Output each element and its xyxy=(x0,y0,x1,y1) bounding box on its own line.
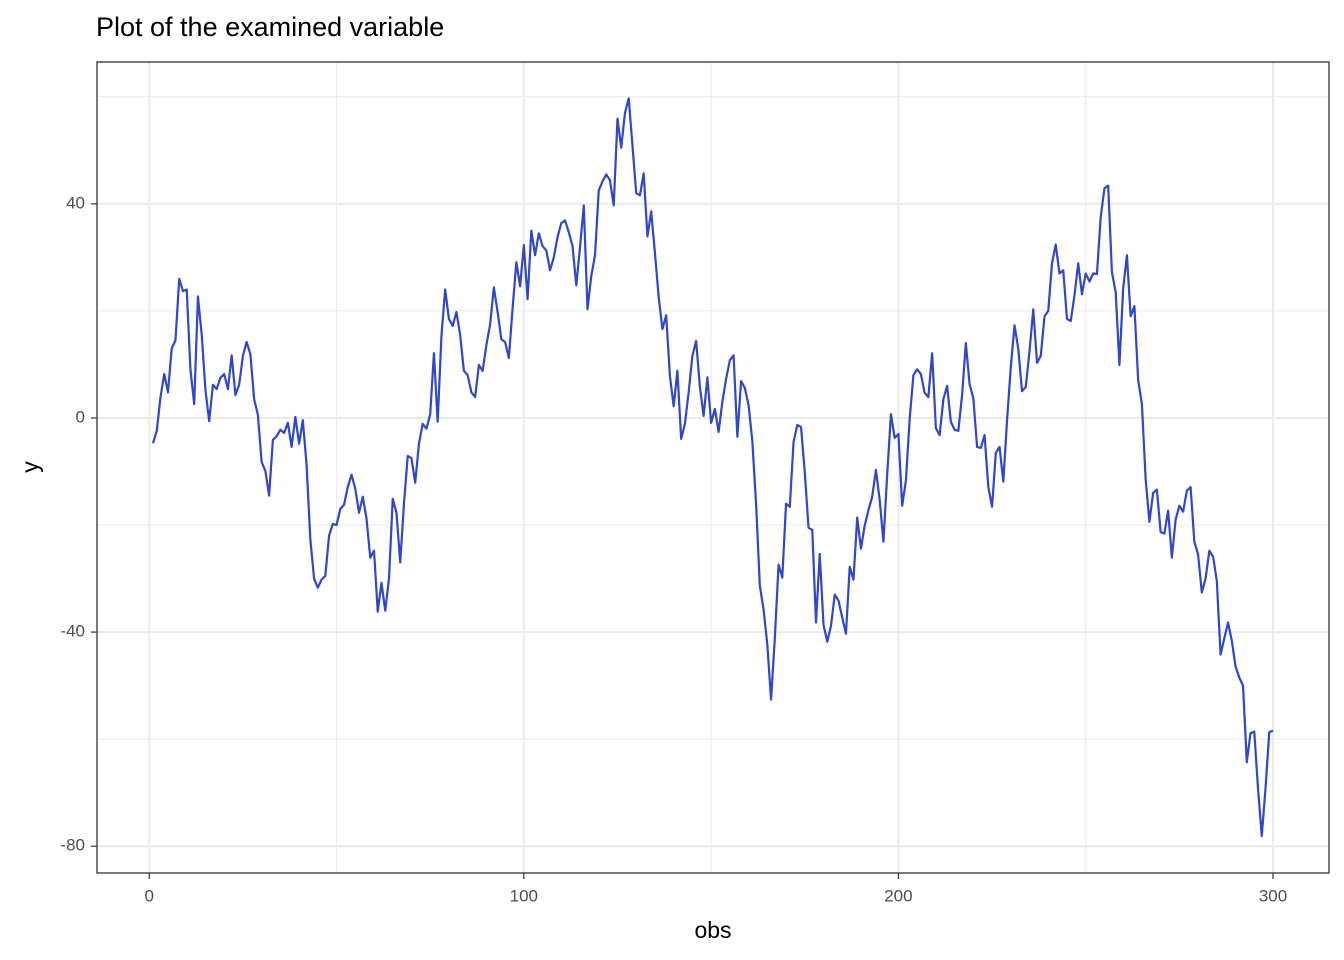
x-tick-label: 100 xyxy=(510,886,538,905)
x-tick-label: 0 xyxy=(145,886,154,905)
y-tick-label: 40 xyxy=(66,193,85,212)
y-axis-title: y xyxy=(17,461,43,473)
x-axis-title: obs xyxy=(694,917,731,943)
chart-title: Plot of the examined variable xyxy=(96,12,444,42)
y-tick-label: -80 xyxy=(60,836,85,855)
panel-border xyxy=(96,61,1330,874)
x-tick-label: 200 xyxy=(884,886,912,905)
y-tick-label: -40 xyxy=(60,622,85,641)
x-tick-label: 300 xyxy=(1259,886,1287,905)
data-line xyxy=(151,97,1274,838)
y-tick-label: 0 xyxy=(76,407,85,426)
